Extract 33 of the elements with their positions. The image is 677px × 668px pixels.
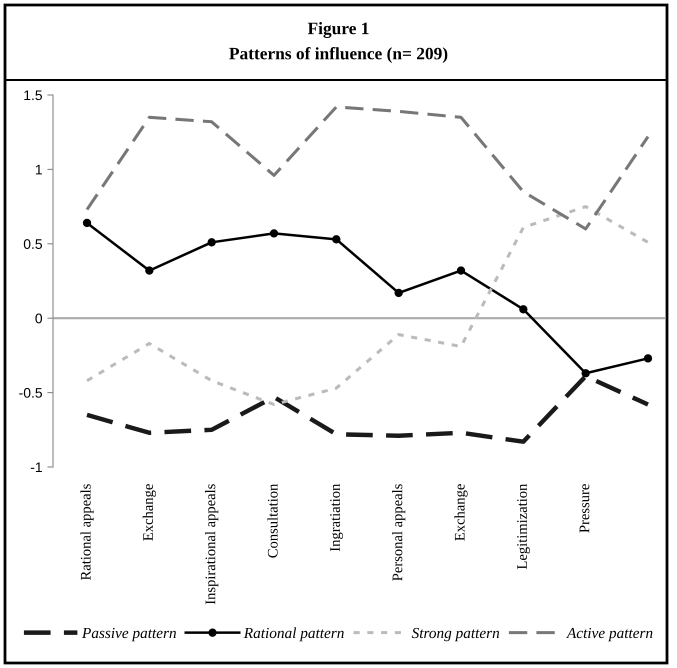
point xyxy=(456,266,466,275)
point xyxy=(270,229,278,238)
x-tick-label: Inspirational appeals xyxy=(205,484,218,604)
point xyxy=(82,218,92,228)
x-tick-label: Consultation xyxy=(267,484,278,558)
chart-subtitle: Patterns of influence (n= 209) xyxy=(229,47,448,63)
point xyxy=(332,235,340,244)
legend-label: Rational pattern xyxy=(244,627,344,642)
point xyxy=(582,369,590,378)
y-tick-label: 0 xyxy=(35,314,42,324)
x-tick-label: Rational appeals xyxy=(80,484,94,580)
x-tick-label: Legitimization xyxy=(517,484,530,570)
point xyxy=(644,354,652,363)
legend-label: Passive pattern xyxy=(82,628,176,642)
line-series xyxy=(85,105,650,230)
legend-label: Active pattern xyxy=(566,628,652,642)
point xyxy=(394,288,403,298)
x-tick-label: Personal appeals xyxy=(392,484,406,581)
point xyxy=(145,266,154,275)
x-tick-label: Ingratiation xyxy=(330,484,343,552)
x-tick-label: Exchange xyxy=(454,484,468,541)
x-tick-label: Exchange xyxy=(142,484,156,541)
y-tick-label: 1.5 xyxy=(24,90,42,100)
legend-label: Strong pattern xyxy=(412,628,500,642)
y-tick-label: 1 xyxy=(36,164,42,174)
x-tick-label: Pressure xyxy=(580,484,590,533)
y-tick-label: -0.5 xyxy=(19,388,42,398)
point xyxy=(519,305,528,314)
line-series xyxy=(85,205,650,406)
point xyxy=(208,238,216,246)
chart-title: Figure 1 xyxy=(308,22,369,38)
y-tick-label: -1 xyxy=(30,462,42,472)
y-tick-label: 0.5 xyxy=(24,239,42,249)
